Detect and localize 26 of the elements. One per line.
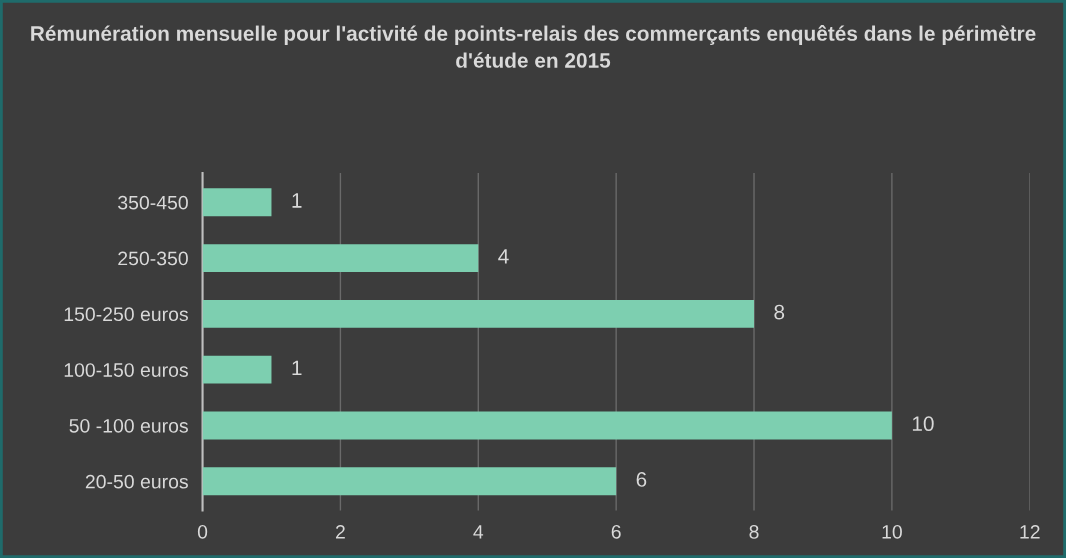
data-label: 6 bbox=[636, 472, 647, 487]
bar bbox=[202, 299, 755, 328]
data-label: 4 bbox=[498, 249, 509, 264]
chart-title: Rémunération mensuelle pour l'activité de points-relais des commerçants enquêtés dans le périmètre d'étude en 2015 bbox=[31, 25, 1036, 68]
x-tick-label: 2 bbox=[335, 524, 345, 539]
x-tick-label: 12 bbox=[1020, 524, 1040, 539]
x-tick-label: 0 bbox=[197, 524, 208, 539]
data-label: 1 bbox=[292, 193, 302, 208]
bar bbox=[202, 355, 272, 384]
y-tick-label: 50 -100 euros bbox=[69, 418, 188, 433]
x-tick-label: 8 bbox=[749, 524, 759, 539]
bar bbox=[202, 188, 272, 217]
x-tick-label: 10 bbox=[882, 524, 902, 539]
y-tick-label: 250-350 bbox=[118, 251, 188, 266]
x-tick-label: 4 bbox=[473, 525, 484, 539]
x-tick-label: 6 bbox=[611, 524, 621, 539]
bar bbox=[202, 411, 892, 440]
data-label: 8 bbox=[774, 304, 785, 320]
data-label: 10 bbox=[912, 416, 934, 432]
y-tick-label: 100-150 euros bbox=[64, 363, 188, 377]
y-tick-label: 350-450 bbox=[118, 195, 188, 210]
bar bbox=[202, 467, 617, 496]
y-tick-label: 20-50 euros bbox=[85, 474, 188, 489]
data-label: 1 bbox=[292, 360, 302, 376]
bar bbox=[202, 244, 479, 273]
y-tick-label: 150-250 euros bbox=[64, 307, 188, 322]
